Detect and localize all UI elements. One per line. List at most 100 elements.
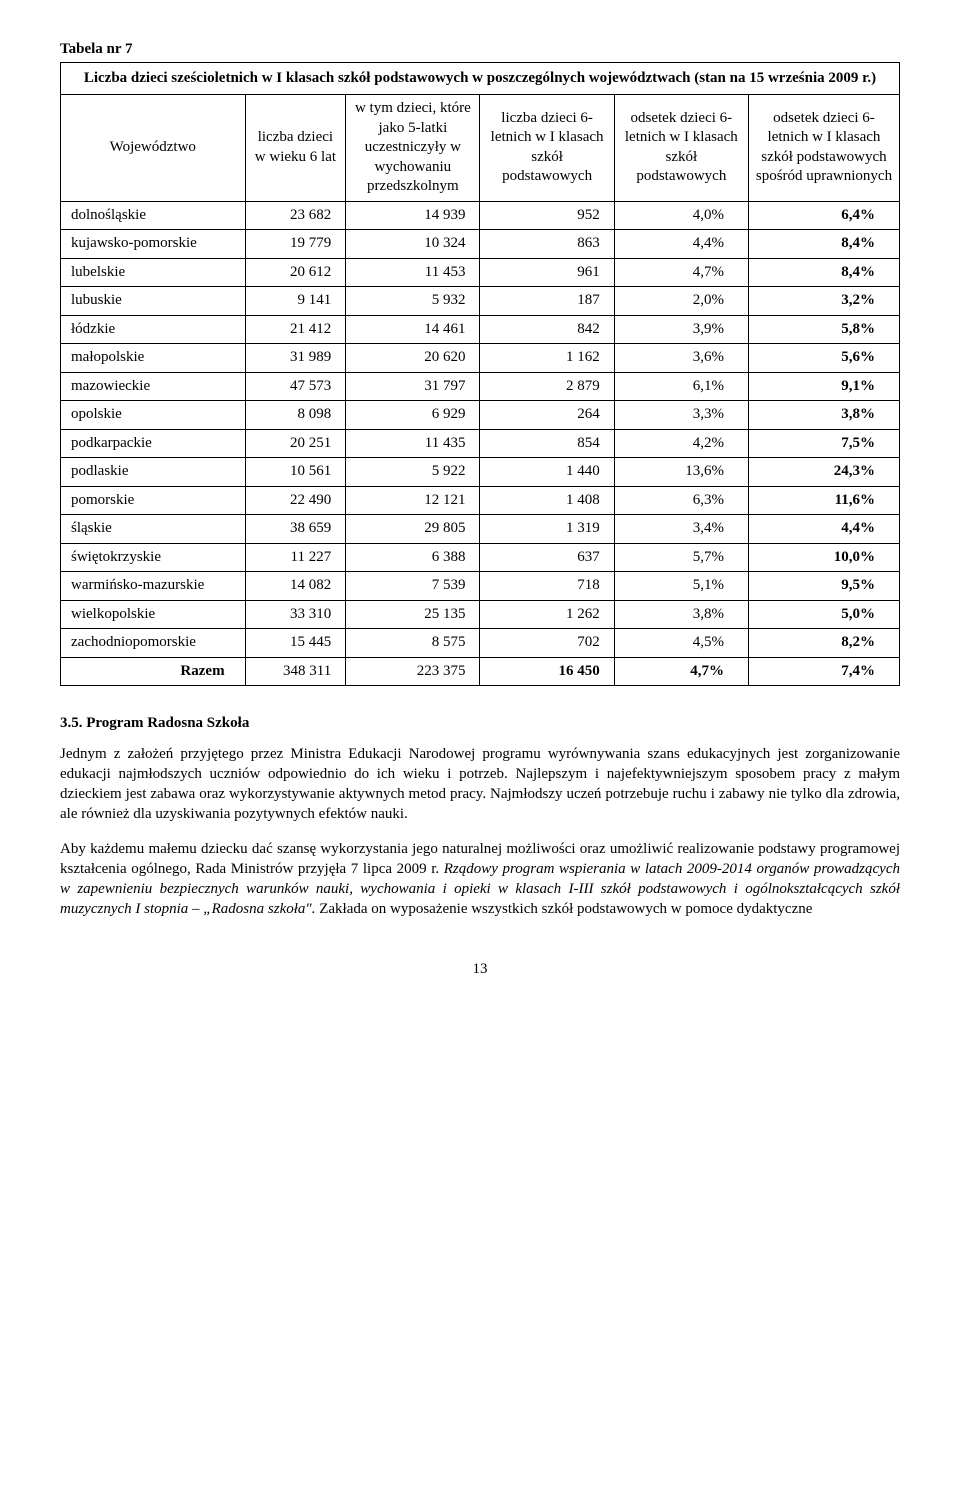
cell-value: 348 311 — [245, 657, 346, 686]
cell-name: podkarpackie — [61, 429, 246, 458]
table-row: warmińsko-mazurskie14 0827 5397185,1%9,5… — [61, 572, 900, 601]
table-row: dolnośląskie23 68214 9399524,0%6,4% — [61, 201, 900, 230]
cell-value: 22 490 — [245, 486, 346, 515]
table-row: wielkopolskie33 31025 1351 2623,8%5,0% — [61, 600, 900, 629]
cell-name: śląskie — [61, 515, 246, 544]
cell-value: 29 805 — [346, 515, 480, 544]
cell-value: 6 929 — [346, 401, 480, 430]
cell-value: 31 797 — [346, 372, 480, 401]
cell-value: 15 445 — [245, 629, 346, 658]
cell-value: 2 879 — [480, 372, 614, 401]
cell-value: 9 141 — [245, 287, 346, 316]
cell-percent: 4,4% — [748, 515, 899, 544]
cell-value: 23 682 — [245, 201, 346, 230]
table-row: kujawsko-pomorskie19 77910 3248634,4%8,4… — [61, 230, 900, 259]
col-header: odsetek dzieci 6-letnich w I klasach szk… — [614, 95, 748, 202]
table-row: śląskie38 65929 8051 3193,4%4,4% — [61, 515, 900, 544]
cell-value: 1 162 — [480, 344, 614, 373]
table-row: lubelskie20 61211 4539614,7%8,4% — [61, 258, 900, 287]
cell-name: pomorskie — [61, 486, 246, 515]
cell-value: 11 435 — [346, 429, 480, 458]
cell-name: lubelskie — [61, 258, 246, 287]
cell-percent: 3,6% — [614, 344, 748, 373]
table-total-row: Razem348 311223 37516 4504,7%7,4% — [61, 657, 900, 686]
cell-percent: 13,6% — [614, 458, 748, 487]
cell-percent: 4,7% — [614, 657, 748, 686]
cell-value: 33 310 — [245, 600, 346, 629]
cell-value: 11 453 — [346, 258, 480, 287]
cell-value: 187 — [480, 287, 614, 316]
cell-value: 16 450 — [480, 657, 614, 686]
cell-percent: 5,8% — [748, 315, 899, 344]
cell-value: 20 251 — [245, 429, 346, 458]
cell-value: 5 932 — [346, 287, 480, 316]
cell-value: 5 922 — [346, 458, 480, 487]
cell-percent: 6,3% — [614, 486, 748, 515]
cell-name: łódzkie — [61, 315, 246, 344]
cell-value: 1 440 — [480, 458, 614, 487]
cell-value: 10 324 — [346, 230, 480, 259]
cell-percent: 3,2% — [748, 287, 899, 316]
cell-value: 14 082 — [245, 572, 346, 601]
cell-value: 952 — [480, 201, 614, 230]
cell-percent: 3,9% — [614, 315, 748, 344]
cell-name: Razem — [61, 657, 246, 686]
col-header: liczba dzieci w wieku 6 lat — [245, 95, 346, 202]
cell-percent: 9,1% — [748, 372, 899, 401]
cell-percent: 10,0% — [748, 543, 899, 572]
cell-value: 8 098 — [245, 401, 346, 430]
cell-percent: 4,5% — [614, 629, 748, 658]
cell-value: 14 939 — [346, 201, 480, 230]
cell-value: 19 779 — [245, 230, 346, 259]
cell-percent: 5,0% — [748, 600, 899, 629]
cell-percent: 4,2% — [614, 429, 748, 458]
table-label: Tabela nr 7 — [60, 40, 900, 60]
cell-value: 31 989 — [245, 344, 346, 373]
table-row: świętokrzyskie11 2276 3886375,7%10,0% — [61, 543, 900, 572]
cell-value: 7 539 — [346, 572, 480, 601]
cell-value: 8 575 — [346, 629, 480, 658]
cell-name: dolnośląskie — [61, 201, 246, 230]
cell-value: 863 — [480, 230, 614, 259]
col-header: Województwo — [61, 95, 246, 202]
cell-percent: 5,7% — [614, 543, 748, 572]
cell-value: 637 — [480, 543, 614, 572]
cell-value: 47 573 — [245, 372, 346, 401]
cell-name: lubuskie — [61, 287, 246, 316]
cell-percent: 6,1% — [614, 372, 748, 401]
col-header: w tym dzieci, które jako 5-latki uczestn… — [346, 95, 480, 202]
cell-value: 14 461 — [346, 315, 480, 344]
cell-name: małopolskie — [61, 344, 246, 373]
paragraph-text: Zakłada on wyposażenie wszystkich szkół … — [315, 901, 812, 917]
data-table: Liczba dzieci sześcioletnich w I klasach… — [60, 62, 900, 687]
cell-name: zachodniopomorskie — [61, 629, 246, 658]
page-number: 13 — [60, 960, 900, 980]
cell-name: mazowieckie — [61, 372, 246, 401]
cell-value: 223 375 — [346, 657, 480, 686]
cell-value: 12 121 — [346, 486, 480, 515]
cell-name: wielkopolskie — [61, 600, 246, 629]
cell-percent: 7,4% — [748, 657, 899, 686]
cell-percent: 4,0% — [614, 201, 748, 230]
cell-value: 25 135 — [346, 600, 480, 629]
cell-percent: 2,0% — [614, 287, 748, 316]
cell-percent: 8,2% — [748, 629, 899, 658]
cell-percent: 24,3% — [748, 458, 899, 487]
cell-percent: 5,1% — [614, 572, 748, 601]
cell-value: 38 659 — [245, 515, 346, 544]
cell-value: 10 561 — [245, 458, 346, 487]
table-row: mazowieckie47 57331 7972 8796,1%9,1% — [61, 372, 900, 401]
cell-value: 21 412 — [245, 315, 346, 344]
cell-percent: 3,8% — [614, 600, 748, 629]
cell-value: 1 319 — [480, 515, 614, 544]
cell-value: 842 — [480, 315, 614, 344]
paragraph: Jednym z założeń przyjętego przez Minist… — [60, 744, 900, 825]
paragraph: Aby każdemu małemu dziecku dać szansę wy… — [60, 839, 900, 920]
table-caption: Liczba dzieci sześcioletnich w I klasach… — [61, 62, 900, 95]
cell-percent: 8,4% — [748, 258, 899, 287]
cell-value: 1 408 — [480, 486, 614, 515]
col-header: liczba dzieci 6-letnich w I klasach szkó… — [480, 95, 614, 202]
table-row: podkarpackie20 25111 4358544,2%7,5% — [61, 429, 900, 458]
cell-percent: 11,6% — [748, 486, 899, 515]
cell-percent: 9,5% — [748, 572, 899, 601]
